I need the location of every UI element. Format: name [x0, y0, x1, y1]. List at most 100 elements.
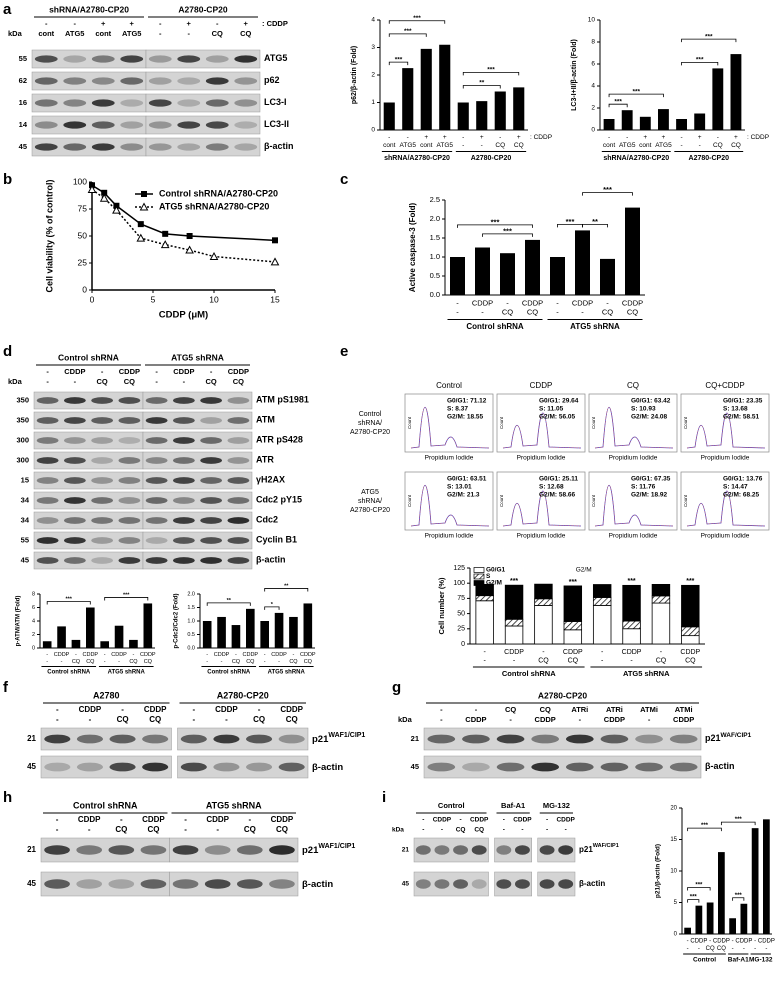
band: [91, 77, 115, 85]
y-tick-label: 0.5: [430, 271, 440, 280]
bar-segment: [592, 584, 612, 598]
significance: ***: [632, 88, 640, 95]
band-name: β-actin: [302, 879, 333, 890]
band-name: p21: [312, 734, 329, 745]
band: [514, 879, 530, 889]
y-tick-label: 25: [457, 626, 465, 633]
lane-label: -: [56, 815, 59, 824]
lane-label: -: [121, 705, 124, 714]
x-tick-label: CQ: [527, 307, 538, 316]
band: [140, 845, 167, 855]
flow-fit: [502, 490, 582, 527]
lane-label: CDDP: [142, 815, 165, 824]
y-tick-label: 4: [591, 83, 595, 90]
x-tick-label: CQ: [129, 659, 138, 665]
significance: ***: [690, 895, 698, 901]
bar-segment: [504, 584, 524, 620]
x-tick-label: -: [556, 298, 559, 307]
x-tick-label: cont: [383, 142, 395, 149]
bar: [712, 68, 724, 130]
band: [496, 734, 525, 744]
band-label: β-actin: [579, 879, 605, 888]
flow-x-label: Propidium Iodide: [701, 455, 750, 462]
band: [415, 879, 431, 889]
lane-group-label: Control shRNA: [73, 800, 138, 810]
row-label: : CDDP: [747, 134, 769, 141]
band: [269, 845, 295, 855]
bar-segment: [622, 584, 641, 622]
lane-label: -: [503, 817, 505, 824]
x-tick-label: CDDP: [680, 649, 700, 656]
band: [63, 517, 86, 524]
kda-marker: 350: [16, 395, 29, 404]
lane-label: -: [159, 19, 162, 28]
band: [213, 734, 240, 744]
x-tick-label: +: [480, 134, 484, 141]
x-tick-label: CDDP: [243, 652, 259, 658]
blot-strip: [423, 755, 702, 779]
band: [120, 77, 144, 85]
band: [36, 417, 59, 424]
bracket: [462, 85, 501, 89]
band: [63, 397, 86, 404]
kda-marker: 21: [27, 734, 36, 743]
y-axis-label: p-Cdc2/Cdc2 (Fold): [174, 593, 180, 648]
x-tick-label: -: [481, 142, 483, 149]
band-name: β-actin: [256, 555, 286, 565]
band: [63, 537, 86, 544]
band: [142, 762, 169, 772]
x-tick-label: CDDP: [622, 649, 642, 656]
band: [109, 762, 136, 772]
band: [91, 417, 114, 424]
bracket: [462, 71, 520, 76]
x-tick-label: -: [717, 134, 719, 141]
significance: ***: [123, 592, 130, 598]
blot-strip: [142, 551, 253, 570]
significance: ***: [487, 67, 495, 74]
significance: *: [271, 602, 274, 608]
band: [63, 557, 86, 564]
lane-label: CQ: [456, 827, 466, 834]
x-tick-label: ATG5: [655, 142, 672, 149]
bar: [260, 621, 269, 648]
lane-label: -: [155, 377, 158, 386]
x-tick-label: -: [680, 134, 682, 141]
kda-marker: 62: [19, 76, 27, 85]
x-tick-label: 5: [151, 294, 156, 304]
x-tick-label: -: [630, 657, 633, 664]
bar: [658, 109, 669, 130]
band-label: β-actin: [264, 141, 294, 151]
lane-label: cont: [38, 29, 54, 38]
band: [63, 497, 86, 504]
significance: ***: [705, 33, 713, 40]
marker: [112, 205, 121, 214]
x-axis-label: CDDP (μM): [159, 310, 208, 321]
lane-label: -: [216, 19, 219, 28]
y-tick-label: 1.0: [187, 618, 195, 624]
flow-stat: G0/G1: 63.51: [447, 476, 487, 483]
flow-panel: [496, 393, 586, 453]
x-tick-label: CDDP: [271, 652, 287, 658]
group-label: A2780-CP20: [689, 155, 730, 162]
bar-segment: [681, 584, 700, 628]
x-tick-label: -: [221, 659, 223, 665]
x-tick-label: +: [662, 134, 666, 141]
group-label: Baf-A1: [728, 957, 749, 964]
y-axis-label: LC3-I+II/β-actin (Fold): [571, 39, 578, 111]
band: [91, 457, 114, 464]
legend-note: G2/M: [576, 567, 592, 574]
bar: [217, 616, 226, 648]
group-label: Control shRNA: [207, 670, 251, 676]
bar: [303, 603, 313, 648]
band: [565, 762, 594, 772]
flow-panel: [588, 393, 678, 453]
band: [427, 734, 456, 744]
band-label: LC3-II: [264, 119, 289, 129]
x-tick-label: -: [499, 134, 501, 141]
lane-label: -: [509, 715, 512, 724]
marker: [209, 251, 219, 261]
blot-strip: [142, 451, 253, 470]
lane-label: CDDP: [173, 367, 194, 376]
lane-label: -: [459, 817, 461, 824]
lane-label: -: [56, 825, 59, 834]
